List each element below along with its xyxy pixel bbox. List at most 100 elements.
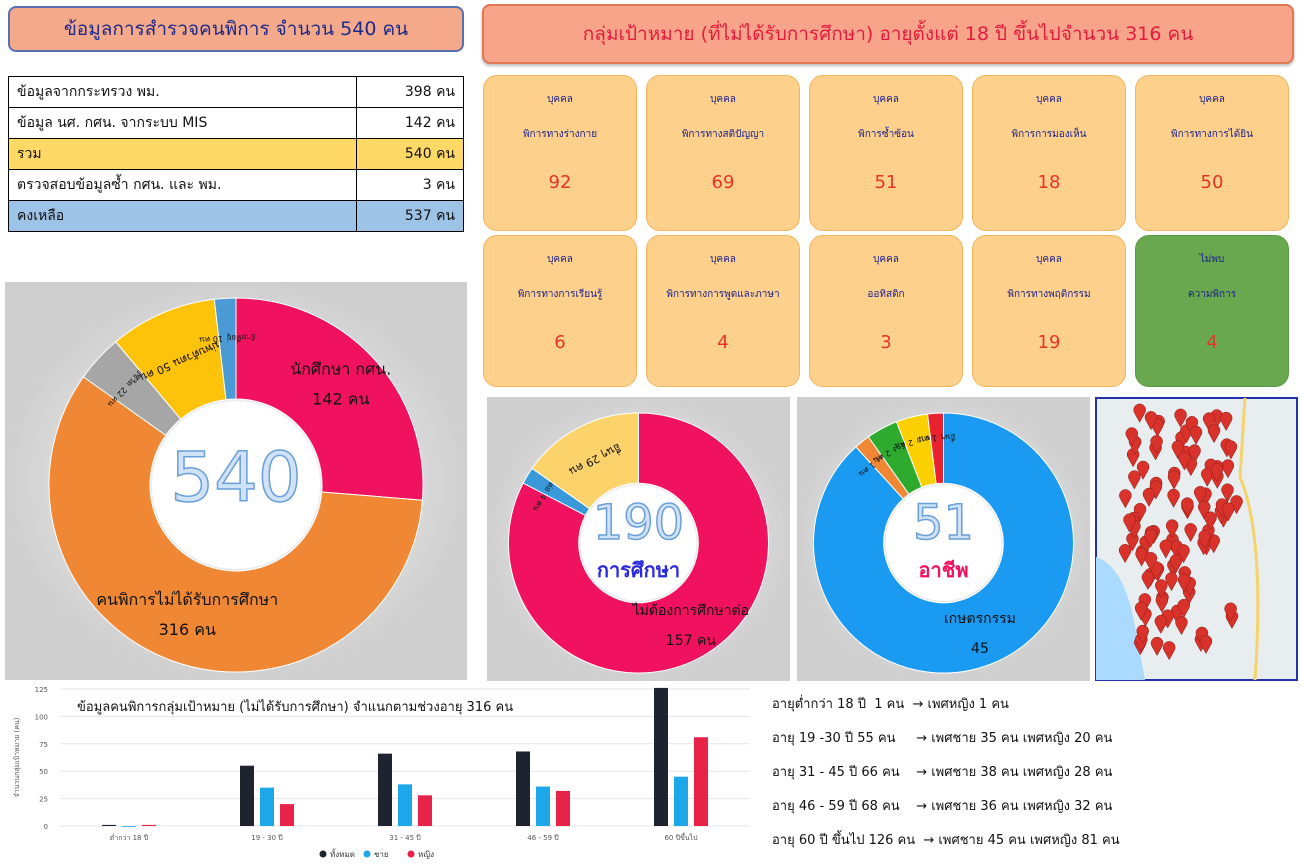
legend-label: หญิง	[418, 850, 434, 859]
x-tick-label: 31 - 45 ปี	[389, 834, 421, 842]
bar	[398, 784, 412, 826]
age-note: อายุ 60 ปี ขึ้นไป 126 คน → เพศชาย 45 คน …	[772, 829, 1120, 850]
y-axis-label: จำนวนกลุ่มเป้าหมาย (คน)	[13, 717, 21, 797]
card-count: 50	[1136, 172, 1288, 193]
center-subtitle: อาชีพ	[919, 558, 969, 582]
row-value: 537 คน	[357, 201, 464, 232]
donut-panel: เกษตรกรรม45ประมง1 คนรับจ้าง2 คนค้าขาย2 ค…	[797, 397, 1090, 681]
card-label: บุคคล	[647, 252, 799, 267]
card-label: พิการทางการเรียนรู้	[484, 287, 636, 302]
banner: กลุ่มเป้าหมาย (ที่ไม่ได้รับการศึกษา) อาย…	[482, 4, 1294, 64]
card-label: บุคคล	[1136, 92, 1288, 107]
bar	[418, 795, 432, 826]
slice-label: เกษตรกรรม	[944, 611, 1016, 627]
card-label: พิการการมองเห็น	[973, 127, 1125, 142]
chart-title: ข้อมูลคนพิการกลุ่มเป้าหมาย (ไม่ได้รับการ…	[77, 699, 513, 715]
category-card: บุคคลพิการทางสติปัญญา 69	[646, 75, 800, 231]
card-label: บุคคล	[647, 92, 799, 107]
x-tick-label: ต่ำกว่า 18 ปี	[110, 833, 149, 842]
y-tick-label: 125	[35, 686, 48, 694]
card-label: บุคคล	[484, 92, 636, 107]
card-count: 92	[484, 172, 636, 193]
table-row: รวม540 คน	[9, 139, 464, 170]
card-label: พิการทางการได้ยิน	[1136, 127, 1288, 142]
bar	[142, 825, 156, 826]
category-card: บุคคลพิการทางการได้ยิน 50	[1135, 75, 1289, 231]
row-value: 3 คน	[357, 170, 464, 201]
age-note: อายุต่ำกว่า 18 ปี 1 คน → เพศหญิง 1 คน	[772, 693, 1009, 714]
table-row: คงเหลือ537 คน	[9, 201, 464, 232]
x-tick-label: 60 ปีขึ้นไป	[664, 831, 698, 842]
center-value: 51	[913, 496, 974, 551]
category-card: บุคคลพิการทางการเรียนรู้6	[483, 235, 637, 387]
card-label: บุคคล	[810, 252, 962, 267]
card-label: บุคคล	[973, 92, 1125, 107]
center-value: 190	[593, 496, 684, 551]
x-tick-label: 46 - 59 ปี	[527, 834, 559, 842]
bar	[240, 766, 254, 826]
card-label: ไม่พบ	[1136, 252, 1288, 267]
bar	[694, 737, 708, 826]
center-subtitle: การศึกษา	[597, 558, 680, 582]
age-note: อายุ 31 - 45 ปี 66 คน → เพศชาย 38 คน เพศ…	[772, 761, 1112, 782]
bar	[654, 688, 668, 826]
y-tick-label: 75	[39, 741, 48, 749]
row-label: ข้อมูลจากกระทรวง พม.	[9, 77, 357, 108]
row-value: 540 คน	[357, 139, 464, 170]
row-value: 142 คน	[357, 108, 464, 139]
slice-label: คนพิการไม่ได้รับการศึกษา	[96, 590, 278, 609]
slice-value: 316 คน	[159, 620, 216, 639]
slice-name: อื่นๆ	[941, 433, 956, 445]
card-label: พิการทางสติปัญญา	[647, 127, 799, 142]
legend-marker	[364, 851, 371, 858]
bar	[260, 788, 274, 826]
slice-label: ไม่ต้องการศึกษาต่อ	[632, 602, 749, 619]
page-title: ข้อมูลการสำรวจคนพิการ จำนวน 540 คน	[8, 6, 464, 52]
card-count: 51	[810, 172, 962, 193]
center-value: 540	[170, 438, 301, 518]
legend-marker	[320, 851, 327, 858]
card-label: บุคคล	[973, 252, 1125, 267]
table-body: ข้อมูลจากกระทรวง พม.398 คนข้อมูล นศ. กศน…	[9, 77, 464, 232]
y-tick-label: 25	[39, 796, 48, 804]
card-label: บุคคล	[484, 252, 636, 267]
table-row: ข้อมูลจากกระทรวง พม.398 คน	[9, 77, 464, 108]
bar	[280, 804, 294, 826]
bar	[674, 777, 688, 826]
legend-label: ชาย	[374, 850, 389, 859]
summary-table: ข้อมูลจากกระทรวง พม.398 คนข้อมูล นศ. กศน…	[8, 76, 464, 232]
y-tick-label: 100	[35, 713, 48, 721]
card-count: 69	[647, 172, 799, 193]
category-card: บุคคลพิการทางร่างกาย92	[483, 75, 637, 231]
card-label: บุคคล	[810, 92, 962, 107]
page: ข้อมูลการสำรวจคนพิการ จำนวน 540 คน กลุ่ม…	[0, 0, 1302, 865]
bar	[122, 826, 136, 827]
card-label: พิการซ้ำซ้อน	[810, 127, 962, 142]
row-label: ตรวจสอบข้อมูลซ้ำ กศน. และ พม.	[9, 170, 357, 201]
card-count: 3	[810, 332, 962, 353]
card-count: 4	[1136, 332, 1288, 353]
card-label: ความพิการ	[1136, 287, 1288, 302]
slice-value: 10 คน	[199, 335, 224, 345]
table-row: ตรวจสอบข้อมูลซ้ำ กศน. และ พม.3 คน	[9, 170, 464, 201]
y-tick-label: 50	[39, 768, 48, 776]
row-label: คงเหลือ	[9, 201, 357, 232]
row-label: ข้อมูล นศ. กศน. จากระบบ MIS	[9, 108, 357, 139]
category-card: ไม่พบความพิการ 4	[1135, 235, 1289, 387]
category-card: บุคคลพิการทางการพูดและภาษา4	[646, 235, 800, 387]
bar	[556, 791, 570, 826]
card-label: พิการทางพฤติกรรม	[973, 287, 1125, 302]
slice-value: 1 คน	[918, 434, 938, 444]
bar	[536, 787, 550, 826]
age-note: อายุ 19 -30 ปี 55 คน → เพศชาย 35 คน เพศห…	[772, 727, 1112, 748]
bar	[516, 751, 530, 826]
age-note: อายุ 46 - 59 ปี 68 คน → เพศชาย 36 คน เพศ…	[772, 795, 1112, 816]
donut-panel: นักศึกษา กศน.142 คนคนพิการไม่ได้รับการศึ…	[5, 282, 467, 680]
bar	[102, 825, 116, 826]
row-value: 398 คน	[357, 77, 464, 108]
slice-value: 142 คน	[312, 389, 369, 408]
slice-value: 157 คน	[666, 633, 717, 649]
